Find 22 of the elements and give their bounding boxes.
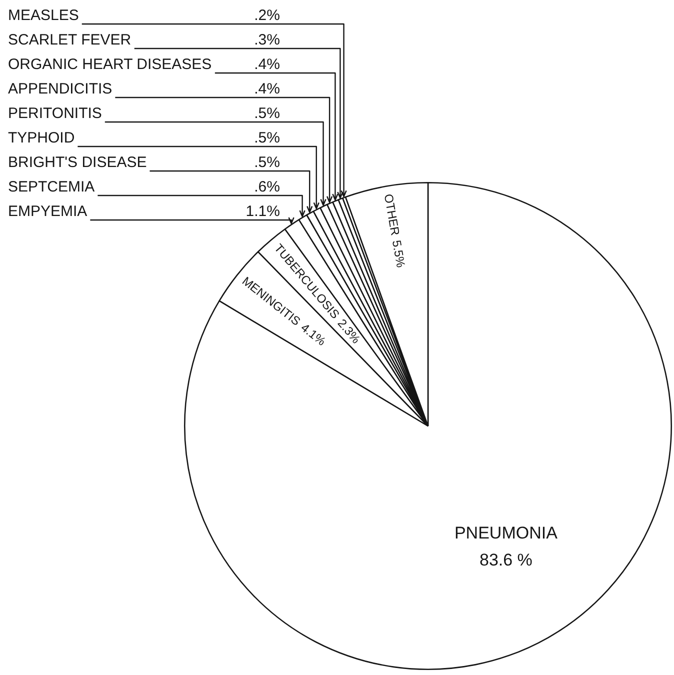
data-label: 83.6 % (479, 550, 532, 570)
slice-label: SEPTCEMIA (8, 178, 95, 196)
data-label: .6% (254, 178, 280, 196)
slice-label: TYPHOID (8, 130, 75, 147)
data-label: 5.5% (389, 239, 408, 269)
slice-label: SCARLET FEVER (8, 32, 132, 49)
data-label: .5% (254, 130, 280, 147)
data-label: .5% (254, 154, 280, 172)
slice-label: ORGANIC HEART DISEASES (8, 56, 212, 74)
data-label: .3% (254, 32, 280, 49)
slice-label: MEASLES (8, 7, 79, 24)
slice-label: OTHER (381, 192, 402, 237)
data-label: .4% (254, 80, 280, 98)
slice-label: APPENDICITIS (8, 80, 112, 98)
data-label: 1.1% (246, 203, 280, 220)
slice-label: EMPYEMIA (8, 203, 88, 220)
slice-label: BRIGHT'S DISEASE (8, 154, 147, 172)
data-label: .4% (254, 56, 280, 74)
data-label: .5% (254, 105, 280, 122)
slice-label: PERITONITIS (8, 105, 102, 122)
data-label: .2% (254, 7, 280, 24)
slice-label: PNEUMONIA (454, 524, 558, 543)
